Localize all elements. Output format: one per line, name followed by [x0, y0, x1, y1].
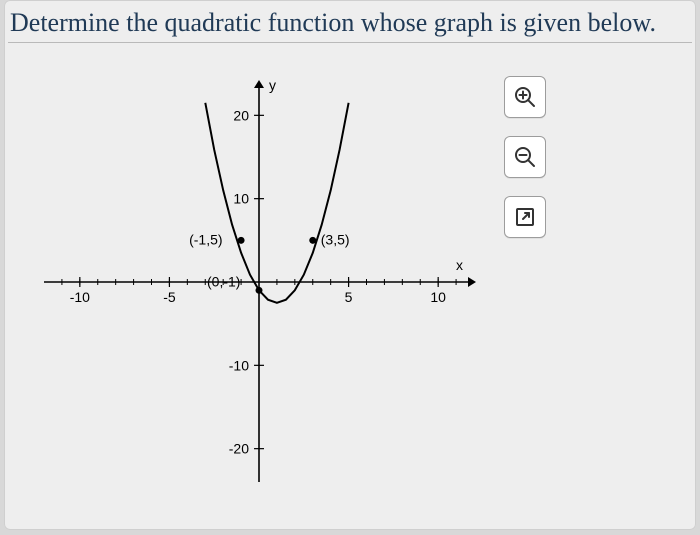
chart-container: -10 -5 5 10 -20 -10 10 20 y x (-1,5) (3,5) (0,-1): [24, 72, 494, 502]
svg-text:5: 5: [345, 289, 353, 305]
zoom-out-button[interactable]: [504, 136, 546, 178]
problem-frame: Determine the quadratic function whose g…: [4, 0, 696, 530]
open-full-button[interactable]: [504, 196, 546, 238]
toolbar: [504, 76, 546, 238]
svg-text:-10: -10: [70, 289, 90, 305]
svg-text:-20: -20: [229, 441, 249, 457]
zoom-out-icon: [513, 145, 537, 169]
zoom-in-button[interactable]: [504, 76, 546, 118]
svg-text:(-1,5): (-1,5): [189, 231, 222, 247]
quadratic-graph: -10 -5 5 10 -20 -10 10 20 y x (-1,5) (3,5) (0,-1): [24, 72, 494, 502]
svg-text:-10: -10: [229, 357, 249, 373]
svg-text:10: 10: [430, 289, 446, 305]
svg-text:10: 10: [233, 191, 249, 207]
svg-text:-5: -5: [163, 289, 176, 305]
open-full-icon: [513, 205, 537, 229]
svg-text:(0,-1): (0,-1): [207, 273, 240, 289]
zoom-in-icon: [513, 85, 537, 109]
divider: [8, 42, 692, 43]
svg-text:(3,5): (3,5): [321, 231, 350, 247]
svg-text:x: x: [456, 257, 463, 273]
svg-text:20: 20: [233, 107, 249, 123]
question-text: Determine the quadratic function whose g…: [10, 8, 656, 38]
svg-text:y: y: [269, 77, 276, 93]
